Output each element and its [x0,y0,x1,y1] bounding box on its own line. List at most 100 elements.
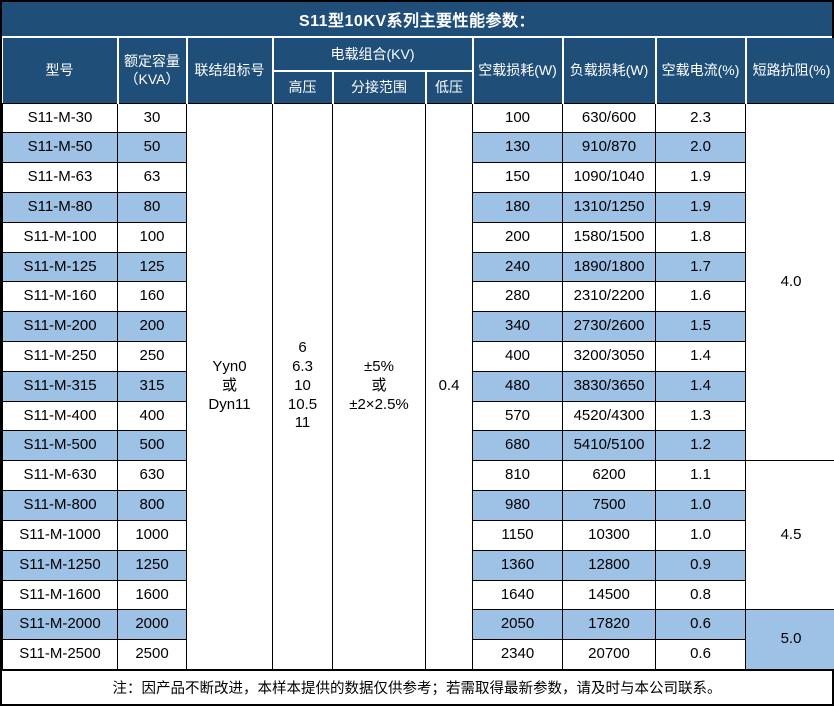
no-load-loss-cell: 680 [472,430,564,462]
load-loss-cell: 1090/1040 [562,162,657,193]
table-row: S11-M-100 100 200 1580/1500 1.8 [2,221,834,253]
table-row: S11-M-400 400 570 4520/4300 1.3 [2,400,834,432]
no-load-loss-cell: 980 [472,490,564,521]
capacity-cell: 315 [117,370,187,402]
table-row: S11-M-80 80 180 1310/1250 1.9 [2,191,834,223]
load-loss-cell: 3830/3650 [562,370,657,402]
capacity-cell: 1000 [117,519,187,551]
capacity-cell: 125 [117,251,187,283]
no-load-current-cell: 1.9 [655,191,747,223]
load-loss-cell: 1890/1800 [562,251,657,283]
no-load-loss-cell: 180 [472,191,564,223]
table-row: S11-M-160 160 280 2310/2200 1.6 [2,281,834,313]
spec-table: 型号 额定容量 （KVA） 联结组标号 电载组合(KV) 空载损耗(W) 负载损… [2,38,834,670]
capacity-cell: 30 [117,102,187,134]
col-header-hv: 高压 [271,70,334,104]
model-cell: S11-M-2000 [2,609,118,641]
table-body: S11-M-30 30 Yyn0 或 Dyn11 6 6.3 10 10.5 11 ±5… [2,102,834,670]
no-load-current-cell: 2.0 [655,132,747,164]
no-load-loss-cell: 340 [472,311,564,342]
capacity-cell: 2500 [117,639,187,670]
col-header-no-load-loss: 空载损耗(W) [471,38,564,104]
no-load-current-cell: 1.5 [655,311,747,342]
model-cell: S11-M-1000 [2,519,118,551]
no-load-current-cell: 1.0 [655,490,747,521]
no-load-current-cell: 1.2 [655,430,747,462]
load-loss-cell: 5410/5100 [562,430,657,462]
model-cell: S11-M-400 [2,400,118,432]
no-load-current-cell: 1.3 [655,400,747,432]
model-cell: S11-M-315 [2,370,118,402]
model-cell: S11-M-63 [2,162,118,193]
impedance-cell: 4.0 [745,102,834,462]
load-loss-cell: 20700 [562,639,657,670]
table-head: 型号 额定容量 （KVA） 联结组标号 电载组合(KV) 空载损耗(W) 负载损… [2,38,834,104]
load-loss-cell: 6200 [562,460,657,492]
load-loss-cell: 17820 [562,609,657,641]
model-cell: S11-M-800 [2,490,118,521]
load-loss-cell: 2730/2600 [562,311,657,342]
no-load-current-cell: 0.6 [655,609,747,641]
load-loss-cell: 12800 [562,549,657,581]
model-cell: S11-M-1250 [2,549,118,581]
no-load-loss-cell: 400 [472,341,564,372]
model-cell: S11-M-125 [2,251,118,283]
no-load-loss-cell: 1640 [472,579,564,611]
table-row: S11-M-630 630 810 6200 1.1 4.5 [2,460,834,611]
no-load-current-cell: 1.1 [655,460,747,492]
no-load-loss-cell: 2340 [472,639,564,670]
col-header-impedance: 短路抗阻(%) [744,38,834,104]
no-load-current-cell: 1.6 [655,281,747,313]
load-loss-cell: 4520/4300 [562,400,657,432]
no-load-loss-cell: 1360 [472,549,564,581]
capacity-cell: 160 [117,281,187,313]
no-load-loss-cell: 130 [472,132,564,164]
load-loss-cell: 1310/1250 [562,191,657,223]
no-load-current-cell: 0.8 [655,579,747,611]
table-row: S11-M-50 50 130 910/870 2.0 [2,132,834,164]
no-load-loss-cell: 240 [472,251,564,283]
hv-voltages-cell: 6 6.3 10 10.5 11 [272,102,333,670]
no-load-current-cell: 1.9 [655,162,747,193]
capacity-cell: 250 [117,341,187,372]
no-load-current-cell: 1.4 [655,370,747,402]
table-row: S11-M-63 63 150 1090/1040 1.9 [2,162,834,193]
capacity-cell: 63 [117,162,187,193]
impedance-cell: 5.0 [745,609,834,670]
model-cell: S11-M-250 [2,341,118,372]
load-loss-cell: 630/600 [562,102,657,134]
model-cell: S11-M-500 [2,430,118,462]
no-load-loss-cell: 150 [472,162,564,193]
table-row: S11-M-2500 2500 2340 20700 0.6 [2,639,834,670]
no-load-loss-cell: 810 [472,460,564,492]
footnote: 注：因产品不断改进，本样本提供的数据仅供参考；若需取得最新参数，请及时与本公司联… [2,670,832,704]
table-row: S11-M-500 500 680 5410/5100 1.2 [2,430,834,462]
model-cell: S11-M-50 [2,132,118,164]
table-row: S11-M-125 125 240 1890/1800 1.7 [2,251,834,283]
vector-group-cell: Yyn0 或 Dyn11 [186,102,273,670]
no-load-current-cell: 1.7 [655,251,747,283]
table-row: S11-M-30 30 Yyn0 或 Dyn11 6 6.3 10 10.5 11 ±5… [2,102,834,670]
model-cell: S11-M-200 [2,311,118,342]
col-header-tap-range: 分接范围 [331,70,427,104]
col-header-vector-group: 联结组标号 [185,38,274,104]
capacity-cell: 630 [117,460,187,492]
load-loss-cell: 1580/1500 [562,221,657,253]
load-loss-cell: 7500 [562,490,657,521]
no-load-loss-cell: 280 [472,281,564,313]
page-title: S11型10KV系列主要性能参数： [2,2,832,38]
no-load-current-cell: 1.4 [655,341,747,372]
model-cell: S11-M-2500 [2,639,118,670]
capacity-cell: 100 [117,221,187,253]
table-row: S11-M-1000 1000 1150 10300 1.0 [2,519,834,551]
no-load-loss-cell: 1150 [472,519,564,551]
no-load-current-cell: 0.6 [655,639,747,670]
load-loss-cell: 14500 [562,579,657,611]
col-header-no-load-current: 空载电流(%) [654,38,747,104]
impedance-cell: 4.5 [745,460,834,611]
model-cell: S11-M-100 [2,221,118,253]
table-row: S11-M-2000 2000 2050 17820 0.6 5.0 [2,609,834,670]
col-header-model: 型号 [2,38,119,104]
no-load-current-cell: 2.3 [655,102,747,134]
capacity-cell: 400 [117,400,187,432]
